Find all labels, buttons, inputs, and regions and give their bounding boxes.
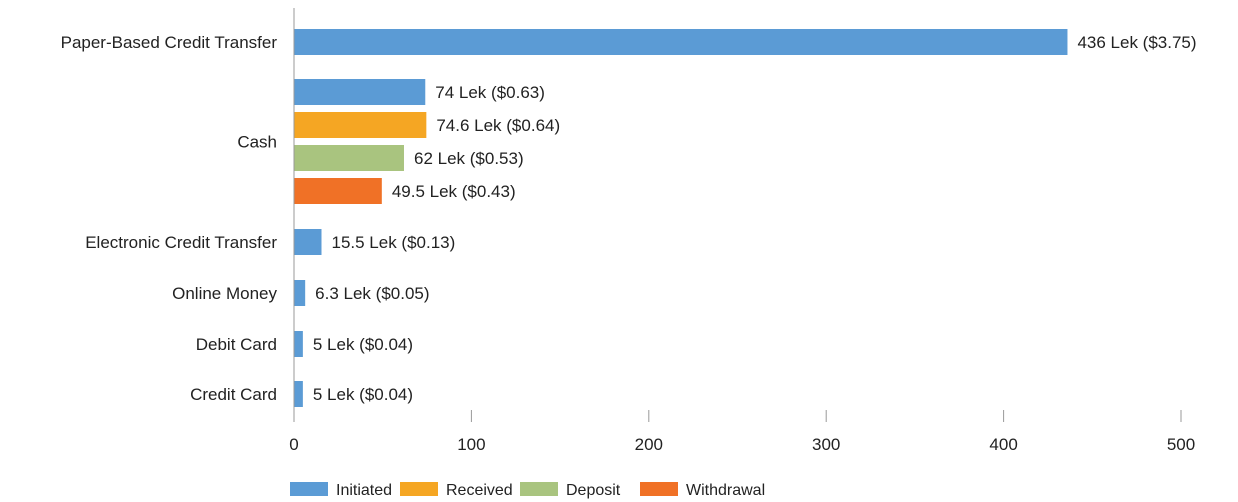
- x-tick-label: 300: [812, 435, 840, 454]
- legend-label-received: Received: [446, 482, 513, 499]
- legend-swatch-initiated: [290, 482, 328, 496]
- x-tick-label: 100: [457, 435, 485, 454]
- bar-received: [294, 112, 427, 138]
- bar-initiated: [294, 79, 426, 105]
- category-label: Debit Card: [196, 335, 277, 354]
- bar-initiated: [294, 381, 303, 407]
- bar-initiated: [294, 229, 322, 255]
- legend-label-deposit: Deposit: [566, 482, 621, 499]
- legend-swatch-received: [400, 482, 438, 496]
- legend-label-withdrawal: Withdrawal: [686, 482, 765, 499]
- legend-swatch-withdrawal: [640, 482, 678, 496]
- data-label: 436 Lek ($3.75): [1077, 33, 1196, 52]
- data-label: 5 Lek ($0.04): [313, 335, 413, 354]
- x-tick-label: 200: [635, 435, 663, 454]
- x-tick-label: 400: [989, 435, 1017, 454]
- data-label: 49.5 Lek ($0.43): [392, 182, 516, 201]
- bar-initiated: [294, 280, 306, 306]
- category-label: Paper-Based Credit Transfer: [61, 33, 278, 52]
- category-label: Cash: [237, 133, 277, 152]
- bar-initiated: [294, 331, 303, 357]
- x-tick-label: 0: [289, 435, 298, 454]
- data-label: 15.5 Lek ($0.13): [331, 233, 455, 252]
- data-label: 6.3 Lek ($0.05): [315, 284, 429, 303]
- bar-deposit: [294, 145, 404, 171]
- category-label: Online Money: [172, 284, 277, 303]
- bar-initiated: [294, 29, 1068, 55]
- category-label: Electronic Credit Transfer: [85, 233, 277, 252]
- data-label: 74 Lek ($0.63): [435, 83, 545, 102]
- legend-label-initiated: Initiated: [336, 482, 392, 499]
- data-label: 62 Lek ($0.53): [414, 149, 524, 168]
- data-label: 74.6 Lek ($0.64): [436, 116, 560, 135]
- x-tick-label: 500: [1167, 435, 1195, 454]
- data-label: 5 Lek ($0.04): [313, 385, 413, 404]
- legend-swatch-deposit: [520, 482, 558, 496]
- bar-withdrawal: [294, 178, 382, 204]
- category-label: Credit Card: [190, 385, 277, 404]
